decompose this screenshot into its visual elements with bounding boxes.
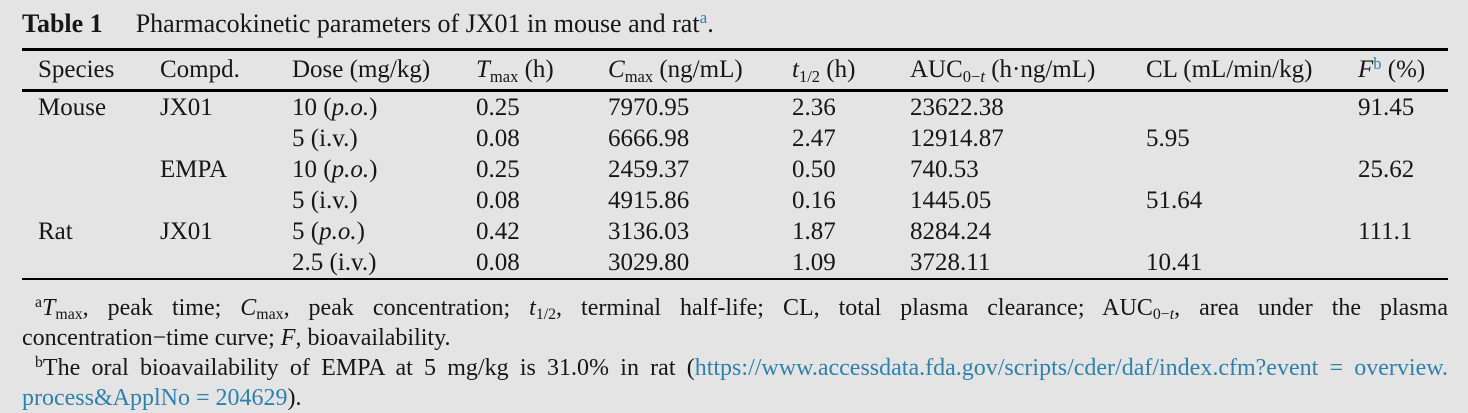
col-header-thalf: t1/2 (h) <box>792 49 910 92</box>
table-row: EMPA 10 (p.o.) 0.25 2459.37 0.50 740.53 … <box>22 154 1448 185</box>
footnote-a-line2: concentration−time curve; F, bioavailabi… <box>22 325 451 351</box>
cell-cl: 10.41 <box>1146 248 1203 276</box>
cell-dose: 5 (i.v.) <box>292 186 358 214</box>
col-header-dose: Dose (mg/kg) <box>292 49 476 92</box>
cell-cl: 5.95 <box>1146 124 1190 152</box>
col-header-tmax: Tmax (h) <box>476 49 608 92</box>
cell-tmax: 0.25 <box>476 93 520 121</box>
cell-thalf: 0.16 <box>792 186 836 214</box>
dose-amount: 10 ( <box>292 155 332 183</box>
header-row: Species Compd. Dose (mg/kg) Tmax (h) Cma… <box>22 49 1448 92</box>
dose-route: p.o. <box>331 93 370 121</box>
cell-thalf: 1.09 <box>792 248 836 276</box>
table-row: 2.5 (i.v.) 0.08 3029.80 1.09 3728.11 10.… <box>22 247 1448 279</box>
table-row: Mouse JX01 10 (p.o.) 0.25 7970.95 2.36 2… <box>22 91 1448 124</box>
cell-auc: 3728.11 <box>910 248 991 276</box>
cell-dose: 5 (p.o.) <box>292 217 365 245</box>
table-row: 5 (i.v.) 0.08 4915.86 0.16 1445.05 51.64 <box>22 185 1448 216</box>
cell-compound <box>160 185 292 216</box>
table-caption-text: Pharmacokinetic parameters of JX01 in mo… <box>135 9 700 38</box>
footnote-b-line2: process&ApplNo = 204629). <box>22 385 302 411</box>
cell-compound <box>160 247 292 279</box>
dose-route: p.o. <box>331 155 370 183</box>
cell-tmax: 0.42 <box>476 217 520 245</box>
cell-species <box>22 247 160 279</box>
cell-dose: 10 (p.o.) <box>292 155 378 183</box>
cell-compound <box>160 123 292 154</box>
cell-thalf: 2.47 <box>792 124 836 152</box>
table-caption: Table 1 Pharmacokinetic parameters of JX0… <box>22 5 1448 48</box>
col-header-compound: Compd. <box>160 49 292 92</box>
cell-auc: 1445.05 <box>910 186 992 214</box>
footnote-a-line1: aTmax, peak time; Cmax, peak concentrati… <box>35 294 1448 324</box>
cell-f: 25.62 <box>1358 155 1415 183</box>
dose-amount: 5 ( <box>292 186 320 214</box>
dose-amount: 10 ( <box>292 93 332 121</box>
footnote-a-label: a <box>35 294 43 312</box>
cell-cmax: 6666.98 <box>608 124 690 152</box>
dose-route: i.v. <box>337 248 369 276</box>
cell-f <box>1358 247 1448 279</box>
cell-compound: EMPA <box>160 155 228 183</box>
cell-f <box>1358 185 1448 216</box>
col-header-species: Species <box>22 49 160 92</box>
col-header-cl: CL (mL/min/kg) <box>1146 49 1358 92</box>
cell-cmax: 4915.86 <box>608 186 690 214</box>
cell-dose: 2.5 (i.v.) <box>292 248 377 276</box>
fda-url-link[interactable]: https://www.accessdata.fda.gov/scripts/c… <box>694 355 1449 381</box>
cell-f: 111.1 <box>1358 217 1413 245</box>
cell-tmax: 0.25 <box>476 155 520 183</box>
table-number: Table 1 <box>22 9 103 38</box>
dose-amount: 5 ( <box>292 124 320 152</box>
col-header-auc: AUC0−t (h·ng/mL) <box>910 49 1146 92</box>
cell-species <box>22 185 160 216</box>
col-header-cmax: Cmax (ng/mL) <box>608 49 792 92</box>
dose-amount: 2.5 ( <box>292 248 338 276</box>
cell-dose: 5 (i.v.) <box>292 124 358 152</box>
pharmacokinetics-table: Species Compd. Dose (mg/kg) Tmax (h) Cma… <box>22 48 1448 280</box>
cell-tmax: 0.08 <box>476 124 520 152</box>
cell-tmax: 0.08 <box>476 248 520 276</box>
cell-cl <box>1146 154 1358 185</box>
cell-f: 91.45 <box>1358 93 1415 121</box>
cell-compound: JX01 <box>160 217 213 245</box>
cell-thalf: 1.87 <box>792 217 836 245</box>
cell-cmax: 7970.95 <box>608 93 690 121</box>
dose-route: p.o. <box>319 217 357 245</box>
cell-compound: JX01 <box>160 93 213 121</box>
footnote-b-line1: bThe oral bioavailability of EMPA at 5 m… <box>35 354 1449 381</box>
cell-cmax: 2459.37 <box>608 155 690 183</box>
cell-thalf: 2.36 <box>792 93 836 121</box>
cell-cmax: 3136.03 <box>608 217 690 245</box>
footnote-a-marker: a <box>699 8 708 28</box>
cell-thalf: 0.50 <box>792 155 836 183</box>
cell-dose: 10 (p.o.) <box>292 93 378 121</box>
cell-tmax: 0.08 <box>476 186 520 214</box>
cell-species <box>22 123 160 154</box>
cell-species <box>22 154 160 185</box>
cell-auc: 8284.24 <box>910 217 992 245</box>
cell-cmax: 3029.80 <box>608 248 690 276</box>
caption-period: . <box>707 9 714 38</box>
cell-auc: 23622.38 <box>910 93 1004 121</box>
footnotes: aTmax, peak time; Cmax, peak concentrati… <box>22 293 1448 413</box>
dose-route: i.v. <box>319 186 350 214</box>
footnote-b-marker: b <box>1373 53 1382 73</box>
cell-auc: 740.53 <box>910 155 979 183</box>
cell-cl: 51.64 <box>1146 186 1203 214</box>
table-row: 5 (i.v.) 0.08 6666.98 2.47 12914.87 5.95 <box>22 123 1448 154</box>
dose-amount: 5 ( <box>292 217 320 245</box>
cell-species: Mouse <box>38 93 107 121</box>
table-row: Rat JX01 5 (p.o.) 0.42 3136.03 1.87 8284… <box>22 216 1448 247</box>
cell-f <box>1358 123 1448 154</box>
footnote-b-label: b <box>35 354 43 372</box>
cell-auc: 12914.87 <box>910 124 1004 152</box>
dose-route: i.v. <box>319 124 350 152</box>
cell-cl <box>1146 216 1358 247</box>
col-header-f: Fb (%) <box>1358 49 1448 92</box>
cell-cl <box>1146 91 1358 124</box>
cell-species: Rat <box>38 217 73 245</box>
fda-url-link[interactable]: process&ApplNo = 204629 <box>22 385 288 411</box>
